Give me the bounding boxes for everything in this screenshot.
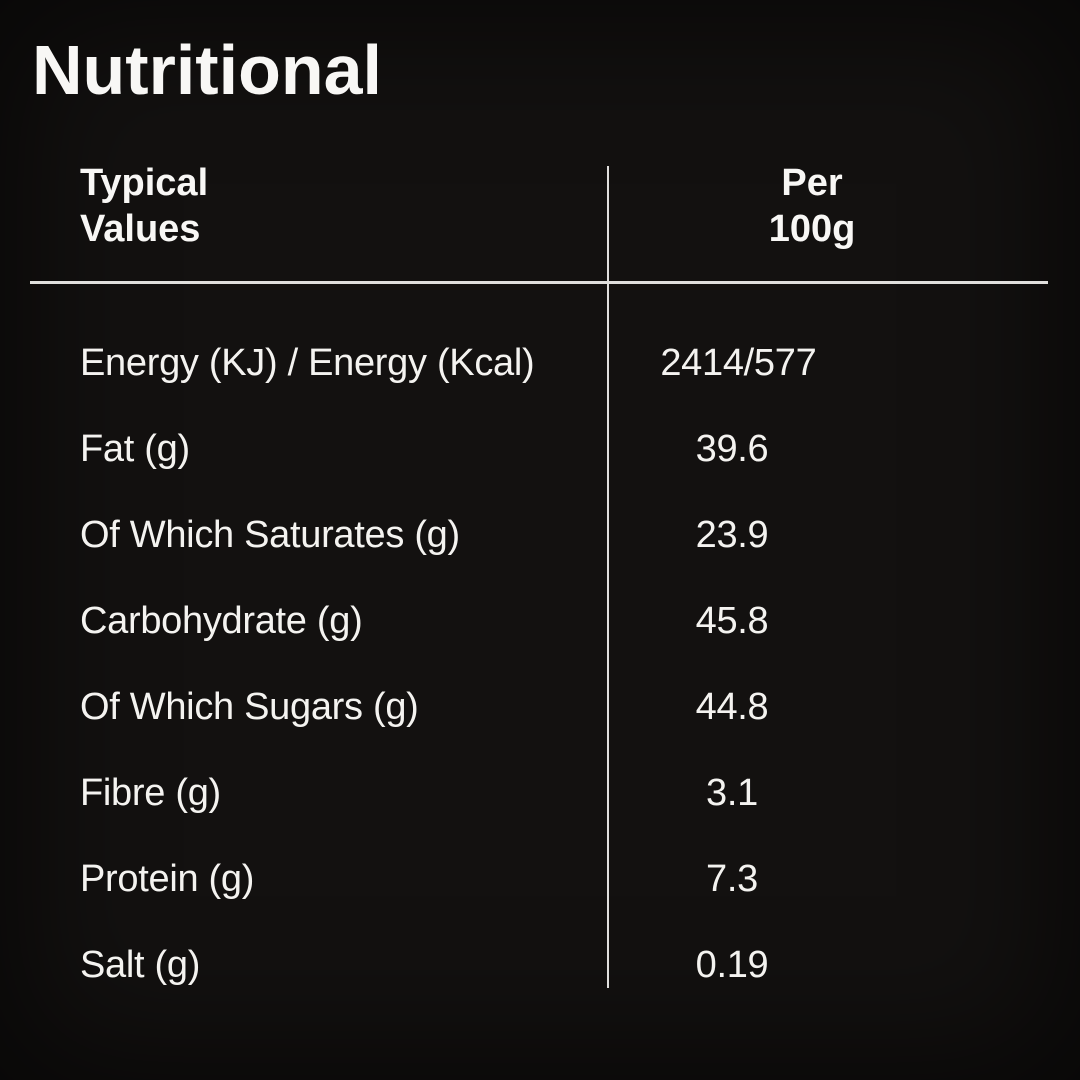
row-value: 45.8 xyxy=(695,599,769,642)
row-value: 3.1 xyxy=(706,771,758,814)
table-row: Of Which Saturates (g) 23.9 xyxy=(0,492,1080,578)
page-title: Nutritional xyxy=(32,31,382,109)
table-row: Fibre (g) 3.1 xyxy=(0,750,1080,836)
table-row: Protein (g) 7.3 xyxy=(0,836,1080,922)
table-row: Salt (g) 0.19 xyxy=(0,922,1080,1008)
row-label: Carbohydrate (g) xyxy=(80,599,363,642)
row-value: 39.6 xyxy=(695,427,769,470)
table-row: Carbohydrate (g) 45.8 xyxy=(0,578,1080,664)
row-value: 7.3 xyxy=(706,857,758,900)
row-value: 44.8 xyxy=(695,685,769,728)
row-label: Of Which Sugars (g) xyxy=(80,685,419,728)
table-rows: Energy (KJ) / Energy (Kcal) 2414/577 Fat… xyxy=(0,320,1080,1008)
header-divider-line xyxy=(30,281,1048,284)
table-row: Energy (KJ) / Energy (Kcal) 2414/577 xyxy=(0,320,1080,406)
row-label: Of Which Saturates (g) xyxy=(80,513,460,556)
column-header-per-100g: Per 100g xyxy=(608,160,1016,252)
row-value: 0.19 xyxy=(695,943,769,986)
header-per-line: Per xyxy=(781,162,843,204)
row-value: 2414/577 xyxy=(660,341,817,384)
header-typical-line: Typical xyxy=(80,162,209,204)
row-label: Fat (g) xyxy=(80,427,190,470)
table-row: Of Which Sugars (g) 44.8 xyxy=(0,664,1080,750)
row-label: Energy (KJ) / Energy (Kcal) xyxy=(80,341,535,384)
table-row: Fat (g) 39.6 xyxy=(0,406,1080,492)
column-divider-line xyxy=(607,166,609,988)
row-label: Protein (g) xyxy=(80,857,255,900)
row-value: 23.9 xyxy=(695,513,769,556)
row-label: Fibre (g) xyxy=(80,771,221,814)
header-100g-line: 100g xyxy=(768,208,856,250)
header-values-line: Values xyxy=(80,208,201,250)
column-header-typical-values: Typical Values xyxy=(80,160,540,252)
row-label: Salt (g) xyxy=(80,943,201,986)
